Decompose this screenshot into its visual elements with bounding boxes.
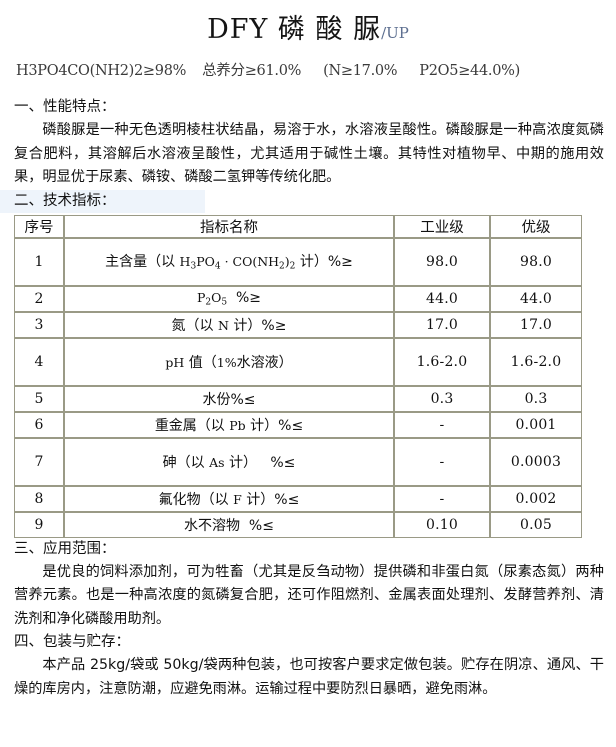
cell-premium: 44.0: [490, 285, 582, 312]
formula-segment-main: H3PO4CO(NH2)2≥98%: [16, 63, 187, 79]
cell-no: 2: [14, 285, 64, 312]
formula-segment-total-nutrient: 总养分≥61.0%: [202, 63, 302, 79]
column-header-no: 序号: [14, 214, 64, 238]
cell-industrial: -: [394, 485, 490, 512]
cell-industrial: 98.0: [394, 237, 490, 286]
column-header-premium: 优级: [490, 214, 582, 238]
cell-premium: 0.001: [490, 411, 582, 438]
spec-table: 序号 指标名称 工业级 优级 1 主含量（以 H3PO4 · CO(NH2)2 …: [14, 214, 582, 538]
formula-summary-line: H3PO4CO(NH2)2≥98% 总养分≥61.0% (N≥17.0% P2O5≥4…: [0, 59, 616, 80]
cell-no: 1: [14, 237, 64, 286]
table-row: 8 氟化物（以 F 计）%≤ - 0.002: [14, 485, 582, 512]
cell-name: pH 值（1%水溶液）: [64, 337, 394, 386]
section-heading-specs: 二、技术指标：: [0, 189, 616, 213]
spec-table-container: 序号 指标名称 工业级 优级 1 主含量（以 H3PO4 · CO(NH2)2 …: [0, 214, 616, 538]
table-row: 1 主含量（以 H3PO4 · CO(NH2)2 计）%≥ 98.0 98.0: [14, 237, 582, 286]
cell-industrial: 1.6-2.0: [394, 337, 490, 386]
section-heading-performance: 一、性能特点：: [14, 99, 116, 115]
section-heading-packaging: 四、包装与贮存：: [14, 634, 130, 650]
cell-name: 重金属（以 Pb 计）%≤: [64, 411, 394, 438]
cell-no: 4: [14, 337, 64, 386]
table-row: 9 水不溶物 %≤ 0.10 0.05: [14, 511, 582, 538]
cell-industrial: -: [394, 411, 490, 438]
table-header-row: 序号 指标名称 工业级 优级: [14, 214, 582, 238]
cell-name: 水不溶物 %≤: [64, 511, 394, 538]
cell-industrial: 44.0: [394, 285, 490, 312]
formula-segment-p2o5: P2O5≥44.0%): [419, 63, 520, 79]
table-row: 4 pH 值（1%水溶液） 1.6-2.0 1.6-2.0: [14, 337, 582, 386]
cell-premium: 0.0003: [490, 437, 582, 486]
table-row: 2 P2O5 %≥ 44.0 44.0: [14, 285, 582, 312]
cell-premium: 1.6-2.0: [490, 337, 582, 386]
cell-no: 9: [14, 511, 64, 538]
section-heading-applications: 三、应用范围：: [14, 540, 116, 557]
formula-segment-nitrogen: (N≥17.0%: [323, 63, 398, 79]
page-title: DFY 磷 酸 脲/UP: [0, 0, 616, 45]
cell-no: 5: [14, 385, 64, 412]
cell-name: 氮（以 N 计）%≥: [64, 311, 394, 338]
cell-name: 氟化物（以 F 计）%≤: [64, 485, 394, 512]
cell-name: P2O5 %≥: [64, 285, 394, 312]
column-header-name: 指标名称: [64, 214, 394, 238]
cell-no: 7: [14, 437, 64, 486]
cell-industrial: 17.0: [394, 311, 490, 338]
table-row: 6 重金属（以 Pb 计）%≤ - 0.001: [14, 411, 582, 438]
cell-no: 8: [14, 485, 64, 512]
cell-premium: 0.3: [490, 385, 582, 412]
product-title-suffix: /UP: [381, 24, 409, 42]
column-header-industrial: 工业级: [394, 214, 490, 238]
cell-name: 砷（以 As 计） %≤: [64, 437, 394, 486]
cell-industrial: -: [394, 437, 490, 486]
cell-premium: 0.05: [490, 511, 582, 538]
product-title-main: DFY 磷 酸 脲: [207, 14, 382, 45]
cell-premium: 0.002: [490, 485, 582, 512]
cell-no: 6: [14, 411, 64, 438]
cell-name: 水份%≤: [64, 385, 394, 412]
table-row: 3 氮（以 N 计）%≥ 17.0 17.0: [14, 311, 582, 338]
cell-premium: 98.0: [490, 237, 582, 286]
cell-name: 主含量（以 H3PO4 · CO(NH2)2 计）%≥: [64, 237, 394, 286]
section-body-packaging: 本产品 25kg/袋或 50kg/袋两种包装，也可按客户要求定做包装。贮存在阴凉…: [14, 657, 604, 697]
cell-industrial: 0.10: [394, 511, 490, 538]
section-body-performance: 磷酸脲是一种无色透明棱柱状结晶，易溶于水，水溶液呈酸性。磷酸脲是一种高浓度氮磷复…: [14, 122, 604, 185]
cell-no: 3: [14, 311, 64, 338]
section-body-applications: 是优良的饲料添加剂，可为牲畜（尤其是反刍动物）提供磷和非蛋白氮（尿素态氮）两种营…: [14, 563, 604, 627]
table-row: 5 水份%≤ 0.3 0.3: [14, 385, 582, 412]
cell-premium: 17.0: [490, 311, 582, 338]
cell-industrial: 0.3: [394, 385, 490, 412]
table-row: 7 砷（以 As 计） %≤ - 0.0003: [14, 437, 582, 486]
